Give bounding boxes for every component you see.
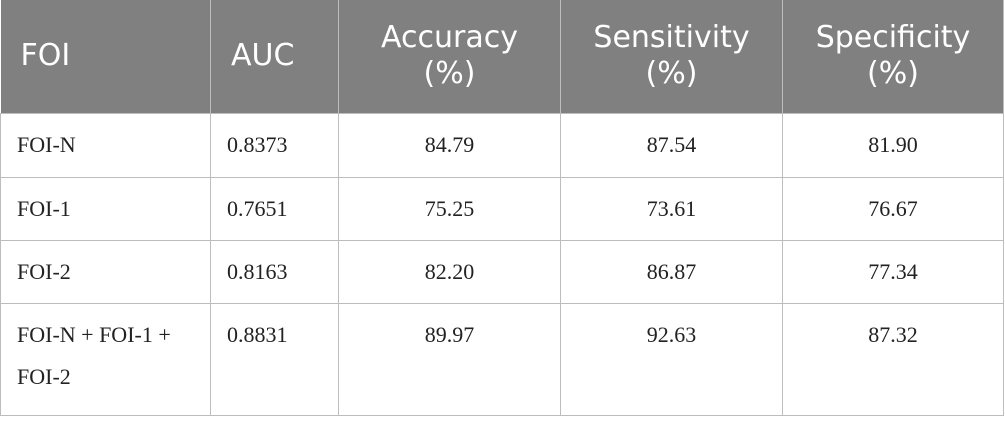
results-table: FOI AUC Accuracy (%) Sensitivity (%) Specifi… [0, 0, 1004, 416]
row: FOI-N 0.8373 84.79 87.54 81.90 [0, 112, 1004, 178]
row: FOI-1 0.7651 75.25 73.61 76.67 [0, 176, 1004, 241]
cell: FOI-N [0, 112, 211, 178]
cell: 87.32 [782, 302, 1004, 416]
table-head: FOI AUC Accuracy (%) Sensitivity (%) Specifi… [0, 0, 1004, 113]
cell: 86.87 [560, 239, 783, 304]
cell: 92.63 [560, 302, 783, 416]
cell: 0.8373 [210, 112, 339, 178]
header-text: AUC [231, 38, 295, 74]
table-body: FOI-N 0.8373 84.79 87.54 81.90 FOI-1 0.7651 75.… [0, 112, 1004, 416]
header-row: FOI AUC Accuracy (%) Sensitivity (%) Specifi… [0, 0, 1004, 113]
cell: 76.67 [782, 176, 1004, 241]
header-text: FOI [20, 38, 71, 74]
header-cell: AUC [210, 0, 339, 113]
cell: FOI-1 [0, 176, 211, 241]
cell: 89.97 [338, 302, 561, 416]
header-cell: FOI [0, 0, 211, 113]
cell: FOI-2 [0, 239, 211, 304]
header-text: Specificity (%) [815, 20, 971, 92]
cell: 0.8163 [210, 239, 339, 304]
header-cell: Specificity (%) [782, 0, 1004, 113]
cell: 84.79 [338, 112, 561, 178]
cell: 81.90 [782, 112, 1004, 178]
cell: 75.25 [338, 176, 561, 241]
row: FOI-2 0.8163 82.20 86.87 77.34 [0, 239, 1004, 304]
header-text: Sensitivity (%) [593, 20, 750, 92]
header-cell: Sensitivity (%) [560, 0, 783, 113]
row: FOI-N + FOI-1 + FOI-2 0.8831 89.97 92.63 87.… [0, 302, 1004, 416]
cell: 0.8831 [210, 302, 339, 416]
cell: 82.20 [338, 239, 561, 304]
header-cell: Accuracy (%) [338, 0, 561, 113]
header-text: Accuracy (%) [381, 20, 518, 92]
cell: 73.61 [560, 176, 783, 241]
cell: 77.34 [782, 239, 1004, 304]
cell: 0.7651 [210, 176, 339, 241]
cell: 87.54 [560, 112, 783, 178]
cell: FOI-N + FOI-1 + FOI-2 [0, 302, 211, 416]
